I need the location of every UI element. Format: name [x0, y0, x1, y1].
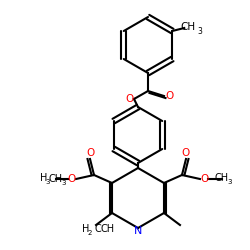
Text: CH: CH	[181, 22, 196, 32]
Text: 3: 3	[62, 180, 66, 186]
Text: 3: 3	[228, 179, 232, 185]
Text: O: O	[201, 174, 209, 184]
Text: H: H	[40, 173, 48, 183]
Text: 3: 3	[46, 179, 50, 185]
Text: 2: 2	[88, 230, 92, 236]
Text: CH: CH	[101, 224, 115, 234]
Text: CH: CH	[49, 174, 63, 184]
Text: H: H	[82, 224, 90, 234]
Text: O: O	[67, 174, 75, 184]
Text: N: N	[134, 226, 142, 236]
Text: O: O	[166, 91, 174, 101]
Text: 3: 3	[198, 26, 203, 36]
Text: O: O	[125, 94, 133, 104]
Text: C: C	[95, 224, 102, 234]
Text: O: O	[182, 148, 190, 158]
Text: O: O	[86, 148, 94, 158]
Text: CH: CH	[215, 173, 229, 183]
